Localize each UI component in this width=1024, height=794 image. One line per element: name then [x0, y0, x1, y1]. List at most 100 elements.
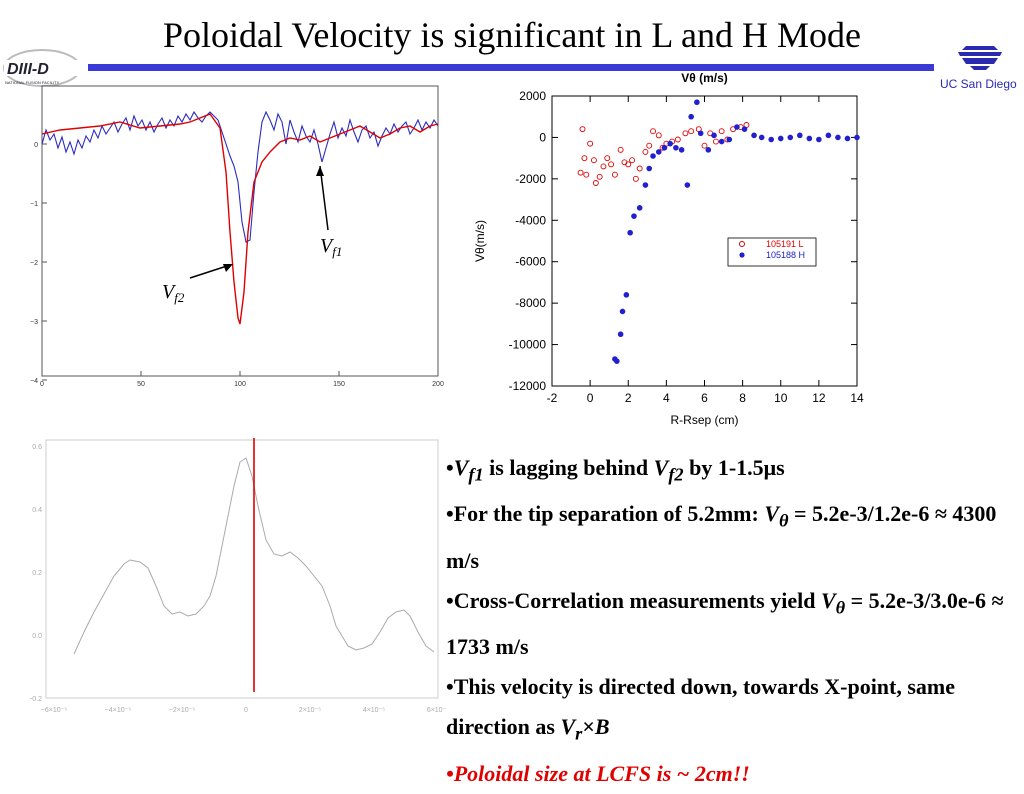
bullet-list: •Vf1 is lagging behind Vf2 by 1-1.5μs •Fo…: [446, 448, 1006, 794]
x-tick-label: 12: [812, 391, 826, 405]
vf2-signal-line: [41, 113, 439, 325]
data-point-105188-H: [684, 182, 691, 188]
data-point-105191-L: [636, 165, 643, 172]
data-point-105188-H: [777, 135, 784, 142]
data-point-105188-H: [741, 126, 748, 132]
data-point-105188-H: [705, 147, 712, 153]
x-tick-label: 2: [625, 391, 632, 405]
data-point-105188-H: [619, 308, 626, 315]
data-point-105188-H: [631, 213, 637, 219]
x-tick-label: 6×10⁻⁵: [427, 707, 446, 714]
y-tick-label: 0.6: [32, 444, 42, 451]
data-point-105191-L: [577, 169, 584, 176]
diii-d-logo: DIII-D NATIONAL FUSION FACILITY: [2, 44, 88, 92]
bullet-item: •Cross-Correlation measurements yield Vθ…: [446, 581, 1006, 667]
data-point-105188-H: [768, 136, 775, 143]
data-point-105191-L: [608, 161, 615, 168]
bullet-text-fragment: •: [446, 455, 454, 480]
x-tick-label: 0: [587, 391, 594, 405]
bullet-text-fragment: •This velocity is directed down, towards…: [446, 674, 956, 740]
bullet-text-fragment: V: [453, 455, 469, 480]
data-point-105188-H: [617, 331, 624, 338]
y-tick-label: 2000: [519, 89, 546, 103]
legend-label: 105191 L: [766, 239, 804, 249]
data-point-105191-L: [629, 157, 636, 164]
data-point-105191-L: [650, 128, 656, 135]
y-tick-label: -10000: [509, 338, 547, 352]
y-tick-label: 0: [34, 142, 38, 149]
data-point-105188-H: [854, 134, 860, 141]
y-tick-label: −3: [30, 319, 38, 326]
x-axis-label: R-Rsep (cm): [671, 413, 739, 427]
data-point-105188-H: [661, 144, 668, 151]
data-point-105191-L: [682, 130, 689, 137]
data-point-105191-L: [587, 140, 594, 147]
data-point-105188-H: [627, 229, 633, 236]
data-point-105188-H: [787, 134, 794, 141]
data-point-105188-H: [816, 136, 822, 143]
x-tick-label: 14: [850, 391, 864, 405]
data-point-105191-L: [625, 161, 632, 168]
vf1-arrowhead: [316, 166, 324, 176]
svg-text:UC San Diego: UC San Diego: [940, 77, 1017, 91]
data-point-105188-H: [678, 147, 685, 153]
bullet-text-fragment: •Cross-Correlation measurements yield: [446, 587, 821, 613]
x-tick-label: −6×10⁻⁵: [41, 707, 68, 714]
bullet-text-fragment: θ: [779, 510, 789, 531]
data-point-105188-H: [726, 136, 733, 143]
cross-correlation-plot: 0.6 0.4 0.2 0.0 −0.2 −6×10⁻⁵ −4×10⁻⁵ −2×10⁻⁵ 0 2…: [30, 438, 446, 714]
data-point-105191-L: [712, 138, 719, 145]
data-point-105191-L: [642, 148, 649, 155]
data-point-105188-H: [642, 182, 649, 188]
vf2-arrowhead: [223, 264, 233, 272]
data-point-105191-L: [579, 126, 586, 133]
y-tick-label: −1: [30, 201, 38, 208]
data-point-105188-H: [751, 132, 757, 139]
correlation-curve: [73, 457, 435, 655]
vf1-signal-line: [41, 110, 439, 243]
bullet-text-fragment: V: [820, 587, 836, 613]
x-tick-label: 10: [774, 391, 788, 405]
bullet-item: •This velocity is directed down, towards…: [446, 667, 1006, 753]
data-point-105188-H: [655, 149, 662, 155]
x-tick-label: 150: [333, 381, 345, 388]
data-point-105191-L: [596, 173, 603, 180]
data-point-105191-L: [581, 155, 588, 162]
bullet-text-fragment: V: [560, 714, 576, 740]
x-tick-label: 0: [40, 381, 44, 388]
y-tick-label: -8000: [515, 296, 546, 310]
data-point-105188-H: [718, 138, 725, 145]
bullet-text-fragment: is lagging behind: [483, 455, 654, 480]
bullet-text-fragment: = 5.2e-3/1.2e-6 ≈ 4300 m/s: [446, 501, 997, 573]
bullet-item: •Poloidal size at LCFS is ~ 2cm!!: [446, 754, 1006, 794]
x-tick-label: 50: [137, 381, 145, 388]
data-point-105188-H: [650, 153, 656, 159]
y-tick-label: 0: [539, 130, 546, 144]
x-tick-label: 100: [234, 381, 246, 388]
data-point-105188-H: [667, 140, 673, 147]
data-point-105191-L: [592, 180, 599, 186]
plot-frame: [45, 439, 439, 699]
svg-text:DIII-D: DIII-D: [7, 61, 49, 78]
data-point-105191-L: [688, 128, 695, 135]
data-point-105191-L: [600, 163, 607, 170]
data-point-105188-H: [734, 124, 740, 130]
x-tick-label: −4×10⁻⁵: [105, 707, 132, 714]
data-point-105188-H: [614, 358, 620, 364]
bullet-text-fragment: f1: [468, 464, 484, 485]
data-point-105188-H: [711, 132, 717, 139]
vf1-label: Vf1: [320, 235, 342, 259]
data-point-105188-H: [697, 130, 704, 137]
y-tick-label: −4: [30, 378, 38, 385]
data-point-105188-H: [673, 144, 679, 151]
svg-text:NATIONAL FUSION FACILITY: NATIONAL FUSION FACILITY: [5, 80, 60, 85]
data-point-105188-H: [623, 292, 630, 298]
data-point-105191-L: [701, 142, 708, 149]
bullet-text-fragment: θ: [835, 597, 846, 618]
y-tick-label: −0.2: [30, 696, 42, 703]
data-point-105191-L: [617, 146, 624, 153]
legend-label: 105188 H: [766, 250, 805, 260]
chart-title: Vθ (m/s): [681, 71, 728, 85]
y-tick-label: 0.2: [32, 570, 42, 577]
x-tick-label: 2×10⁻⁵: [299, 707, 321, 714]
